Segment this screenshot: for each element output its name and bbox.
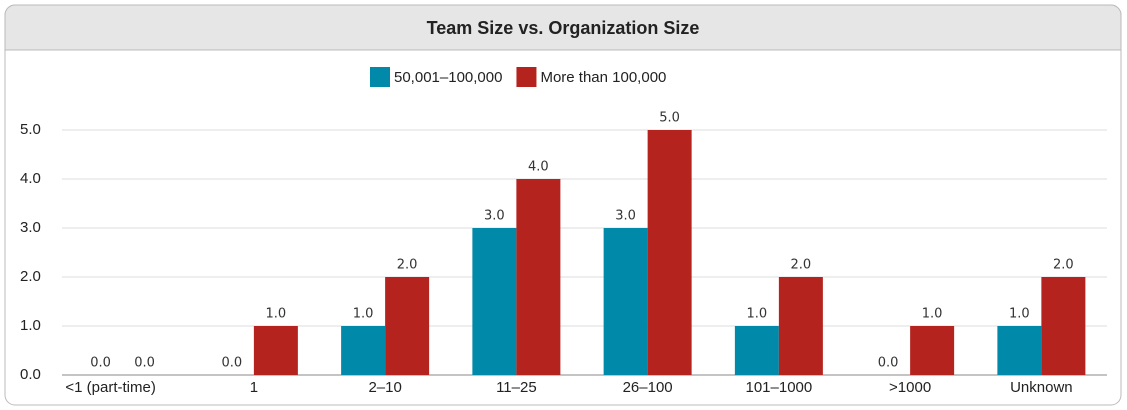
- x-tick-label: 2–10: [368, 379, 401, 396]
- bar: [253, 326, 298, 375]
- value-label: 1.0: [747, 307, 768, 322]
- legend-label: More than 100,000: [540, 69, 666, 86]
- value-label: 5.0: [659, 111, 680, 126]
- bar: [910, 326, 955, 375]
- value-label: 1.0: [922, 307, 943, 322]
- value-label: 1.0: [1009, 307, 1030, 322]
- bar: [516, 179, 561, 375]
- bar: [734, 326, 779, 375]
- bar: [385, 277, 430, 375]
- value-label: 0.0: [878, 356, 899, 371]
- legend-label: 50,001–100,000: [394, 69, 502, 86]
- bar: [1041, 277, 1086, 375]
- value-label: 0.0: [90, 356, 111, 371]
- legend-swatch: [516, 67, 537, 87]
- value-label: 1.0: [353, 307, 374, 322]
- x-tick-label: 101–1000: [746, 379, 813, 396]
- bar: [778, 277, 823, 375]
- y-tick-label: 1.0: [20, 317, 41, 334]
- value-label: 3.0: [484, 209, 505, 224]
- bar: [341, 326, 386, 375]
- bar: [647, 130, 692, 375]
- x-tick-label: 11–25: [496, 379, 537, 396]
- y-tick-label: 2.0: [20, 268, 41, 285]
- chart-title: Team Size vs. Organization Size: [427, 18, 700, 38]
- x-tick-label: 1: [250, 379, 258, 396]
- x-tick-label: 26–100: [623, 379, 673, 396]
- value-label: 2.0: [397, 258, 418, 273]
- y-tick-label: 0.0: [20, 366, 41, 383]
- value-label: 4.0: [528, 160, 549, 175]
- bar: [472, 228, 517, 375]
- title-band: [4, 4, 1122, 51]
- value-label: 3.0: [615, 209, 636, 224]
- x-tick-label: <1 (part-time): [65, 379, 155, 396]
- value-label: 2.0: [791, 258, 812, 273]
- y-tick-label: 4.0: [20, 170, 41, 187]
- bar: [603, 228, 648, 375]
- y-tick-label: 5.0: [20, 121, 41, 138]
- value-label: 0.0: [222, 356, 243, 371]
- x-tick-label: Unknown: [1010, 379, 1073, 396]
- value-label: 0.0: [134, 356, 155, 371]
- legend-swatch: [370, 67, 390, 87]
- y-tick-label: 3.0: [20, 219, 41, 236]
- value-label: 2.0: [1053, 258, 1074, 273]
- value-label: 1.0: [266, 307, 287, 322]
- bar: [997, 326, 1042, 375]
- x-tick-label: >1000: [889, 379, 931, 396]
